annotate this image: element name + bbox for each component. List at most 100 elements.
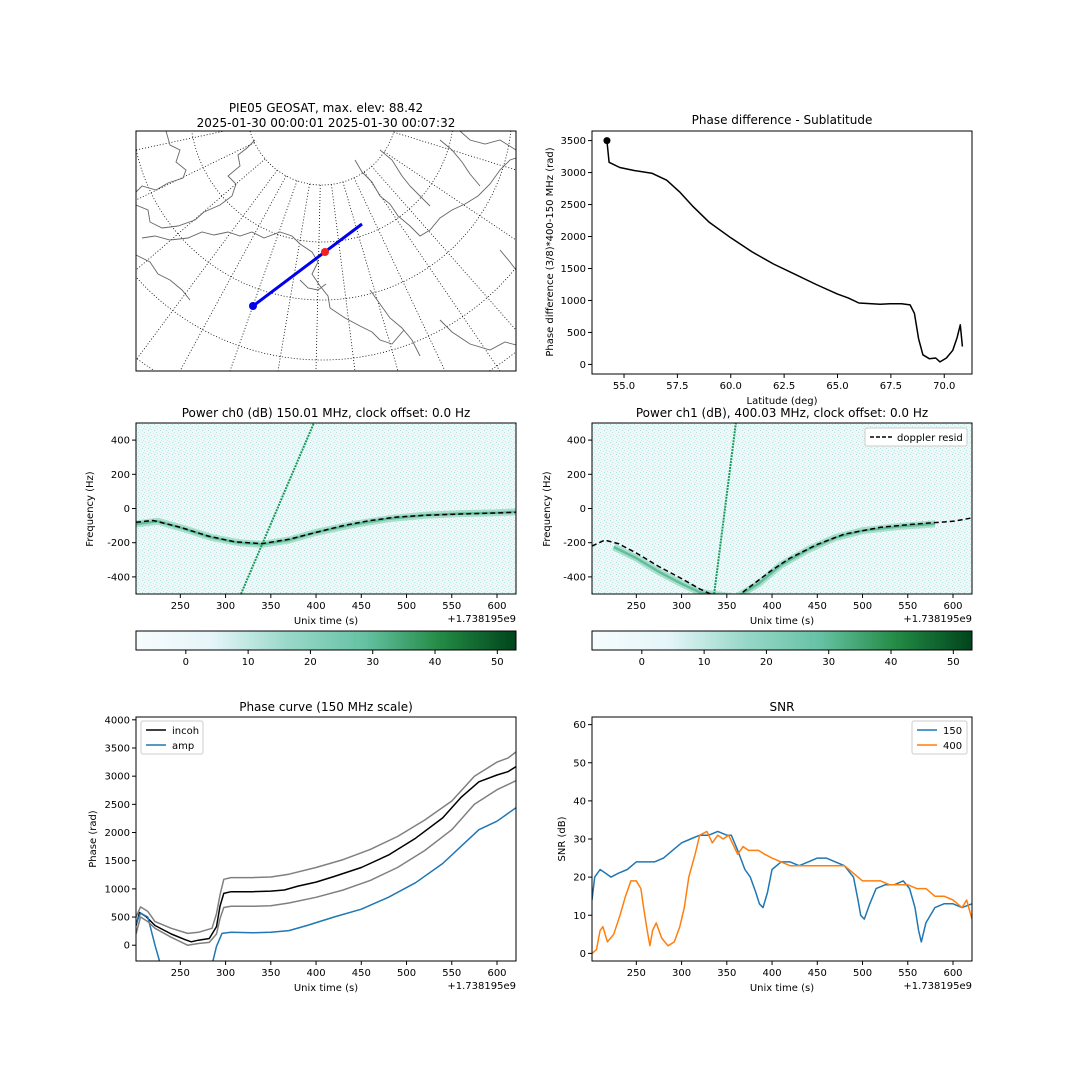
power1-cbar-tick-label: 20: [760, 657, 773, 668]
phase_diff-ytick-label: 2000: [561, 232, 586, 243]
power1-xlabel: Unix time (s): [750, 616, 814, 627]
power1-ytick-label: -400: [563, 572, 586, 583]
power1-legend: doppler resid: [864, 427, 968, 447]
power0-xtick-label: 600: [487, 601, 506, 612]
power0-panel: Power ch0 (dB) 150.01 MHz, clock offset:…: [85, 406, 517, 668]
power0-xtick-label: 250: [171, 601, 190, 612]
power1-ylabel: Frequency (Hz): [542, 471, 553, 547]
phase_curve-series-amp-upper-line: [212, 807, 516, 961]
phase_diff-ytick-label: 0: [580, 360, 586, 371]
snr-ytick-label: 20: [573, 873, 586, 884]
phase-diff-ylabel: Phase difference (3/8)*400-150 MHz (rad): [545, 147, 556, 356]
phase-diff-xlabel: Latitude (deg): [747, 396, 818, 407]
power1-cbar-tick-label: 30: [822, 657, 835, 668]
power0-ylabel: Frequency (Hz): [85, 471, 96, 547]
phase-curve-axes: 250 300 350 400 450 500 550 600 0 500 1000 1500 2000…: [105, 715, 517, 979]
snr-series-400-line: [592, 830, 972, 954]
snr-series-150-line: [592, 830, 972, 943]
power1-colorbar-ticks: 0 10 20 30 40 50: [639, 650, 960, 668]
power0-cbar-tick-label: 30: [366, 657, 379, 668]
phase-curve-panel: Phase curve (150 MHz scale) 250 300 350 400…: [88, 700, 517, 994]
phase_diff-xtick-label: 55.0: [613, 381, 635, 392]
legend-label-400: 400: [943, 741, 962, 752]
phase_diff-ytick-label: 1000: [561, 296, 586, 307]
phase_curve-series-amp-line: [136, 912, 161, 961]
power0-axes: 250 300 350 400 450 500 550 600 -400 -200 0 200 400: [107, 422, 517, 612]
phase-curve-legend: incoh amp: [140, 720, 204, 755]
power1-crossing-signal: [713, 423, 737, 594]
snr-axes: 250 300 350 400 450 500 550 600 0 10 20 30 40 50 60: [573, 716, 973, 979]
phase_diff-ytick-label: 1500: [561, 264, 586, 275]
legend-label-amp: amp: [172, 741, 194, 752]
phase_curve-xtick-label: 500: [397, 968, 416, 979]
power0-ytick-label: -200: [107, 538, 130, 549]
snr-xtick-label: 350: [717, 968, 736, 979]
snr-xtick-label: 550: [898, 968, 917, 979]
phase_curve-ytick-label: 1000: [105, 884, 130, 895]
power1-xtick-label: 450: [808, 601, 827, 612]
power1-cbar-tick-label: 10: [698, 657, 711, 668]
power1-ytick-label: -200: [563, 538, 586, 549]
power0-spectrogram: [136, 423, 516, 594]
power0-xtick-label: 400: [307, 601, 326, 612]
phase_diff-xtick-label: 67.5: [880, 381, 902, 392]
phase_diff-xtick-label: 57.5: [666, 381, 688, 392]
snr-title: SNR: [770, 700, 795, 714]
power1-ytick-label: 200: [567, 470, 586, 481]
phase-diff-axes: 55.0 57.5 60.0 62.5 65.0 67.5 70.0 0 500 1000 1500…: [561, 130, 973, 392]
power1-cbar-tick-label: 50: [947, 657, 960, 668]
power0-cbar-tick-label: 40: [429, 657, 442, 668]
power1-xtick-label: 550: [898, 601, 917, 612]
power1-panel: Power ch1 (dB), 400.03 MHz, clock offset…: [542, 406, 973, 668]
phase_diff-xtick-label: 70.0: [933, 381, 955, 392]
phase_diff-ytick-label: 3500: [561, 136, 586, 147]
map-title-line2: 2025-01-30 00:00:01 2025-01-30 00:07:32: [197, 116, 456, 130]
power0-cbar-tick-label: 20: [304, 657, 317, 668]
snr-xtick-label: 250: [627, 968, 646, 979]
power1-xtick-label: 400: [763, 601, 782, 612]
track-start-marker: [249, 302, 257, 310]
snr-ytick-label: 30: [573, 835, 586, 846]
snr-offset-label: +1.738195e9: [903, 981, 972, 992]
phase-curve-title: Phase curve (150 MHz scale): [239, 700, 413, 714]
phase_diff-xtick-label: 65.0: [826, 381, 848, 392]
phase_diff-marker-0: [603, 137, 611, 145]
map-frame: [135, 130, 517, 372]
power1-cbar-tick-label: 0: [639, 657, 645, 668]
power1-legend-box: [864, 427, 968, 447]
power0-colorbar-ticks: 0 10 20 30 40 50: [183, 650, 504, 668]
snr-xtick-label: 300: [672, 968, 691, 979]
power1-legend-label: doppler resid: [897, 433, 963, 444]
phase_diff-frame: [591, 130, 973, 375]
snr-ylabel: SNR (dB): [557, 816, 568, 861]
power1-colorbar: [591, 630, 973, 651]
power0-xtick-label: 500: [397, 601, 416, 612]
snr-xtick-label: 500: [853, 968, 872, 979]
power0-xlabel: Unix time (s): [294, 616, 358, 627]
power0-crossing-signal: [240, 423, 315, 594]
power0-ytick-label: 200: [111, 470, 130, 481]
phase_diff-plot-area: [603, 137, 964, 363]
phase_curve-ytick-label: 0: [124, 941, 130, 952]
power1-xtick-label: 300: [672, 601, 691, 612]
power1-xtick-label: 250: [627, 601, 646, 612]
phase_curve-xtick-label: 600: [487, 968, 506, 979]
phase_curve-frame: [135, 716, 517, 962]
phase_curve-ytick-label: 2000: [105, 828, 130, 839]
phase_curve-series-lower-bound-line: [136, 780, 516, 946]
power1-ytick-label: 400: [567, 436, 586, 447]
phase_curve-xtick-label: 350: [261, 968, 280, 979]
power1-cbar-tick-label: 40: [885, 657, 898, 668]
snr-ytick-label: 40: [573, 796, 586, 807]
phase-curve-ylabel: Phase (rad): [88, 810, 99, 868]
phase-diff-title: Phase difference - Sublatitude: [692, 113, 873, 127]
phase_curve-xtick-label: 450: [352, 968, 371, 979]
phase-curve-offset-label: +1.738195e9: [447, 981, 516, 992]
phase_curve-xtick-label: 550: [442, 968, 461, 979]
map-coastlines: [136, 131, 516, 357]
power1-offset-label: +1.738195e9: [903, 614, 972, 625]
power0-title: Power ch0 (dB) 150.01 MHz, clock offset:…: [182, 406, 471, 420]
map-panel: PIE05 GEOSAT, max. elev: 88.42 2025-01-3…: [135, 101, 517, 372]
power0-cbar-tick-label: 10: [242, 657, 255, 668]
phase_curve-ytick-label: 1500: [105, 856, 130, 867]
